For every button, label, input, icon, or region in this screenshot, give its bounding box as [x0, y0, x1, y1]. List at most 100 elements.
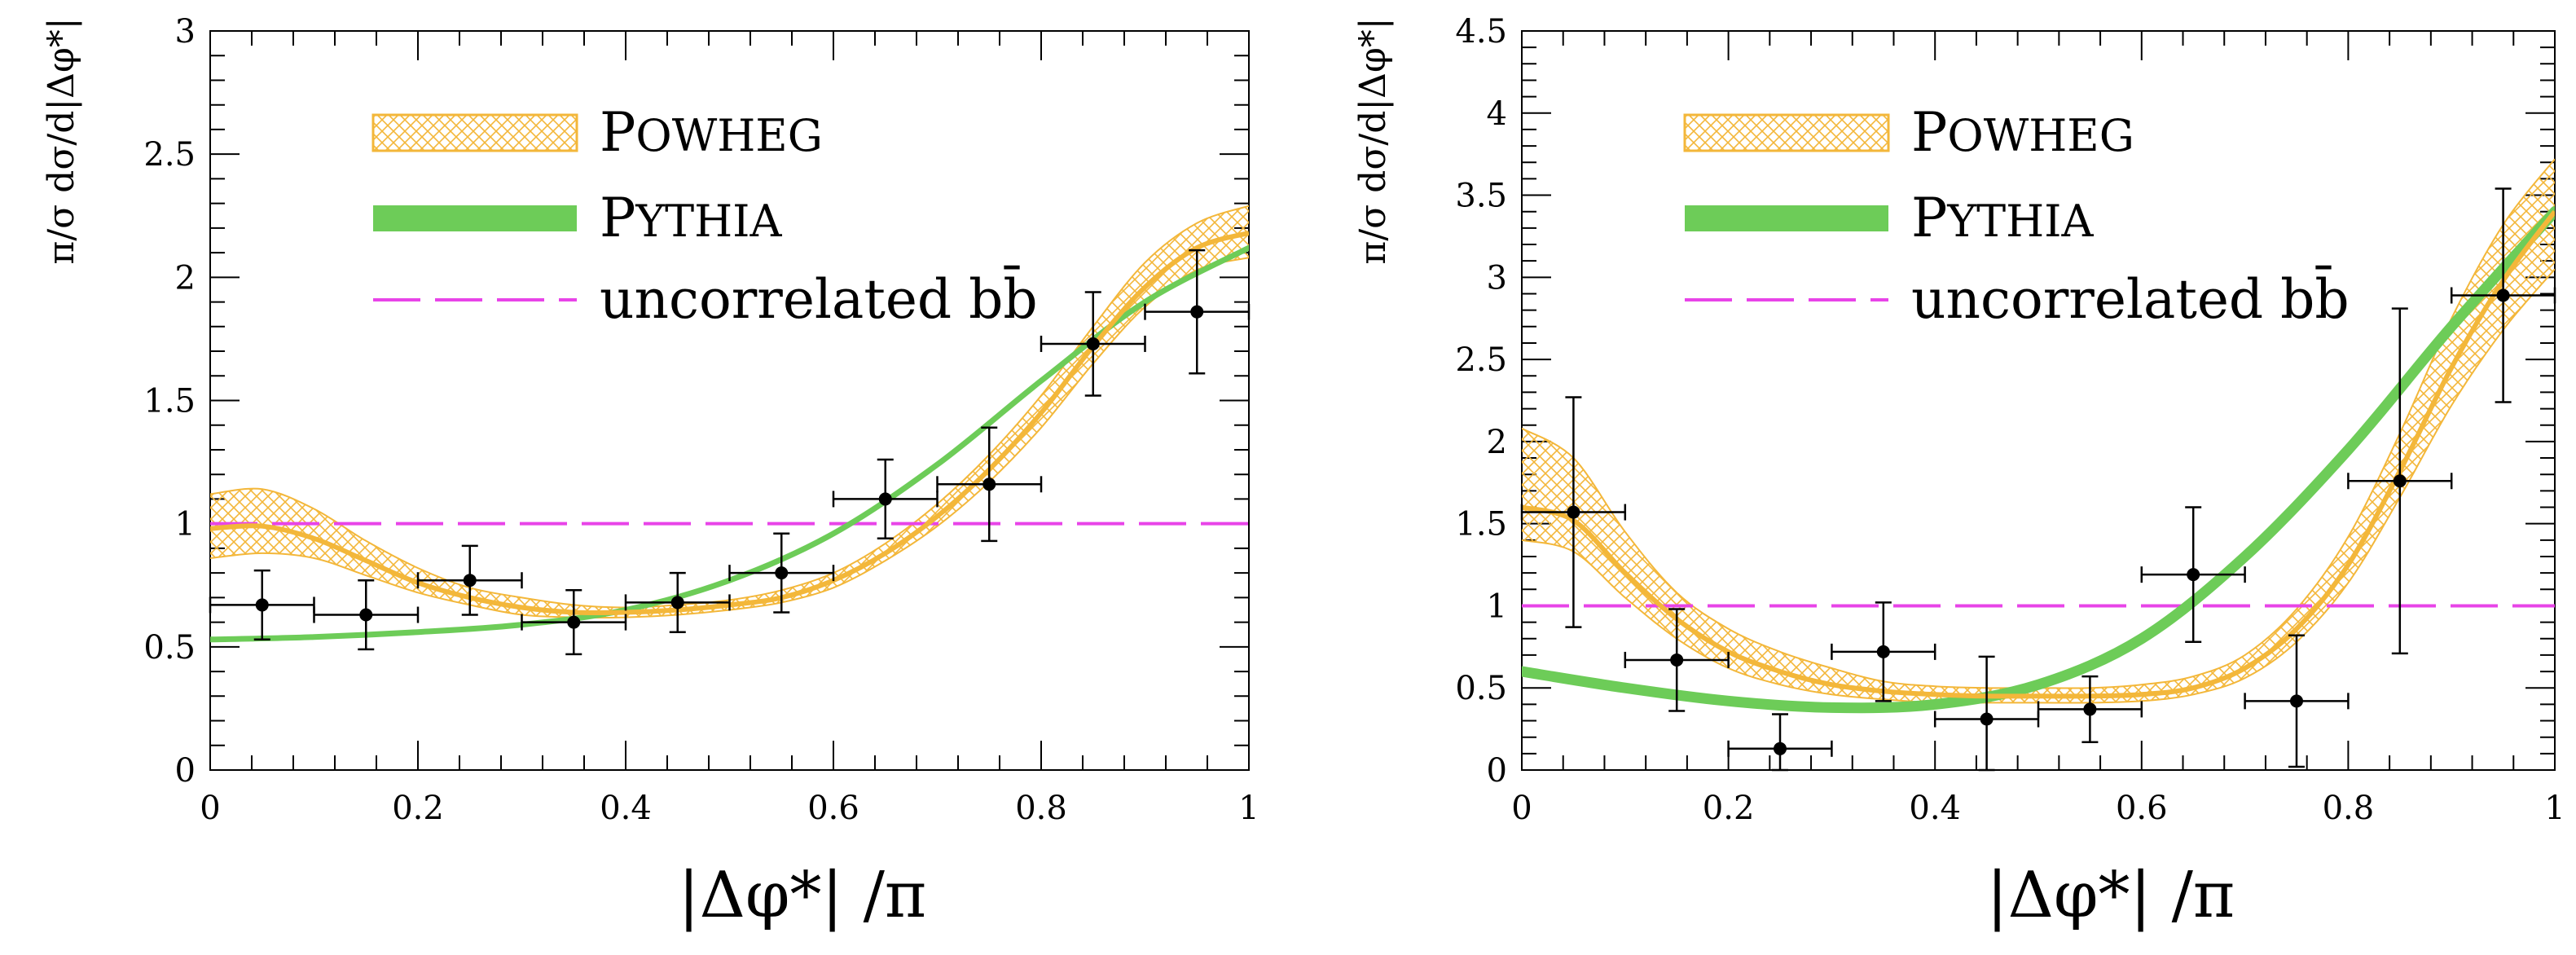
- data-marker: [463, 574, 477, 588]
- x-tick-label: 0.2: [392, 790, 444, 827]
- data-marker: [1774, 742, 1787, 755]
- legend: POWHEG PYTHIA uncorrelated bb̄: [371, 101, 1038, 331]
- legend-entry-uncorrelated: uncorrelated bb̄: [1685, 266, 2350, 331]
- legend-swatch-powheg: [371, 113, 578, 152]
- legend: POWHEG PYTHIA uncorrelated bb̄: [1683, 101, 2350, 331]
- data-marker: [1876, 645, 1890, 658]
- data-points: [1520, 187, 2556, 772]
- data-marker: [2496, 288, 2510, 302]
- x-tick-label: 0.4: [1909, 790, 1961, 827]
- legend-swatch-pythia: [373, 205, 577, 231]
- y-tick-label: 0.5: [1455, 670, 1507, 707]
- y-tick-label: 2.5: [143, 136, 196, 174]
- y-tick-label: 2: [175, 259, 196, 297]
- y-tick-label: 1: [1487, 588, 1507, 625]
- x-tick-label: 0.2: [1703, 790, 1755, 827]
- y-tick-label: 2.5: [1455, 341, 1507, 379]
- y-axis: 0 0.5 1 1.5 2 2.5 3: [143, 13, 1249, 790]
- data-marker: [2393, 474, 2407, 488]
- data-marker: [775, 566, 789, 580]
- data-point: [2244, 634, 2350, 768]
- data-marker: [359, 608, 373, 622]
- data-marker: [982, 478, 996, 491]
- powheg-band-lower-edge: [1522, 268, 2555, 704]
- data-marker: [1980, 712, 1994, 726]
- data-point: [728, 532, 835, 614]
- data-point: [1624, 608, 1730, 712]
- x-tick-label: 0.8: [1015, 790, 1067, 827]
- x-tick-label: 0: [200, 790, 220, 827]
- data-point: [1727, 713, 1833, 772]
- data-marker: [1567, 505, 1580, 519]
- legend-entry-pythia: PYTHIA: [373, 187, 783, 249]
- data-point: [832, 458, 939, 540]
- legend-swatch-pythia: [1685, 205, 1888, 231]
- pythia-line: [1522, 206, 2555, 714]
- data-marker: [2290, 694, 2303, 708]
- data-point: [1520, 396, 1627, 628]
- legend-label: uncorrelated bb̄: [1911, 266, 2350, 331]
- data-point: [313, 579, 420, 651]
- data-point: [2140, 506, 2246, 644]
- x-tick-label: 0.6: [2116, 790, 2168, 827]
- plot-area: [1522, 158, 2555, 714]
- powheg-line: [1522, 209, 2555, 699]
- data-point: [209, 569, 315, 641]
- legend-entry-pythia: PYTHIA: [1685, 187, 2095, 249]
- pythia-line: [210, 244, 1249, 643]
- legend-label: PYTHIA: [600, 187, 783, 249]
- x-tick-label: 1: [2544, 790, 2565, 827]
- x-tick-label: 0: [1511, 790, 1532, 827]
- data-marker: [670, 596, 684, 610]
- y-tick-label: 2: [1487, 424, 1507, 461]
- x-axis: 0 0.2 0.4 0.6 0.8 1: [1511, 31, 2565, 827]
- data-point: [2450, 187, 2556, 403]
- data-marker: [1190, 305, 1204, 319]
- y-tick-label: 1.5: [1455, 506, 1507, 544]
- y-tick-label: 1: [175, 506, 196, 544]
- legend-label: uncorrelated bb̄: [600, 266, 1038, 331]
- plot-frame: [1521, 30, 2556, 771]
- y-tick-label: 0: [175, 752, 196, 790]
- y-tick-label: 4.5: [1455, 13, 1507, 51]
- plot-area: [210, 205, 1249, 643]
- data-marker: [255, 598, 269, 612]
- y-axis-title: π/σ dσ/d|Δφ*|: [41, 17, 82, 264]
- y-axis: 0 0.5 1 1.5 2 2.5 3 3.5 4 4.5: [1455, 13, 2555, 790]
- data-point: [2347, 307, 2453, 655]
- legend-entry-powheg: POWHEG: [371, 101, 823, 164]
- data-point: [1831, 601, 1936, 702]
- legend-entry-uncorrelated: uncorrelated bb̄: [373, 266, 1038, 331]
- x-axis-title: |Δφ*| /π: [1986, 859, 2235, 932]
- data-point: [2037, 675, 2143, 743]
- data-point: [1933, 655, 2040, 772]
- data-point: [1144, 249, 1251, 375]
- legend-swatch-powheg: [1683, 113, 1890, 152]
- x-tick-label: 1: [1238, 790, 1259, 827]
- x-axis: 0 0.2 0.4 0.6 0.8 1: [200, 31, 1259, 827]
- data-marker: [2083, 702, 2097, 716]
- data-marker: [1086, 337, 1100, 350]
- y-tick-label: 3: [175, 13, 196, 51]
- legend-label: POWHEG: [1911, 101, 2134, 164]
- data-point: [936, 426, 1043, 543]
- powheg-band-upper-edge: [1522, 158, 2555, 689]
- data-marker: [2187, 568, 2200, 582]
- powheg-line: [210, 230, 1249, 616]
- powheg-band-upper-edge: [210, 205, 1249, 609]
- powheg-band-lower-edge: [210, 257, 1249, 618]
- y-axis-title: π/σ dσ/d|Δφ*|: [1352, 17, 1394, 264]
- data-point: [416, 544, 523, 616]
- x-tick-label: 0.8: [2323, 790, 2375, 827]
- data-points: [209, 249, 1251, 656]
- x-tick-label: 0.6: [807, 790, 859, 827]
- data-point: [1040, 291, 1146, 397]
- y-tick-label: 4: [1487, 95, 1507, 133]
- data-point: [521, 589, 627, 656]
- y-tick-label: 0.5: [143, 629, 196, 667]
- legend-entry-powheg: POWHEG: [1683, 101, 2134, 164]
- chart-panel-left: 0 0.2 0.4 0.6 0.8 1 0 0.5 1 1.5 2 2.5 3 |Δφ*| /π π/σ d…: [41, 13, 1259, 932]
- chart-panel-right: 0 0.2 0.4 0.6 0.8 1 0 0.5 1 1.5 2 2.5 3 3.5 4 4.5 |Δφ*| …: [1352, 13, 2565, 932]
- data-point: [624, 571, 731, 633]
